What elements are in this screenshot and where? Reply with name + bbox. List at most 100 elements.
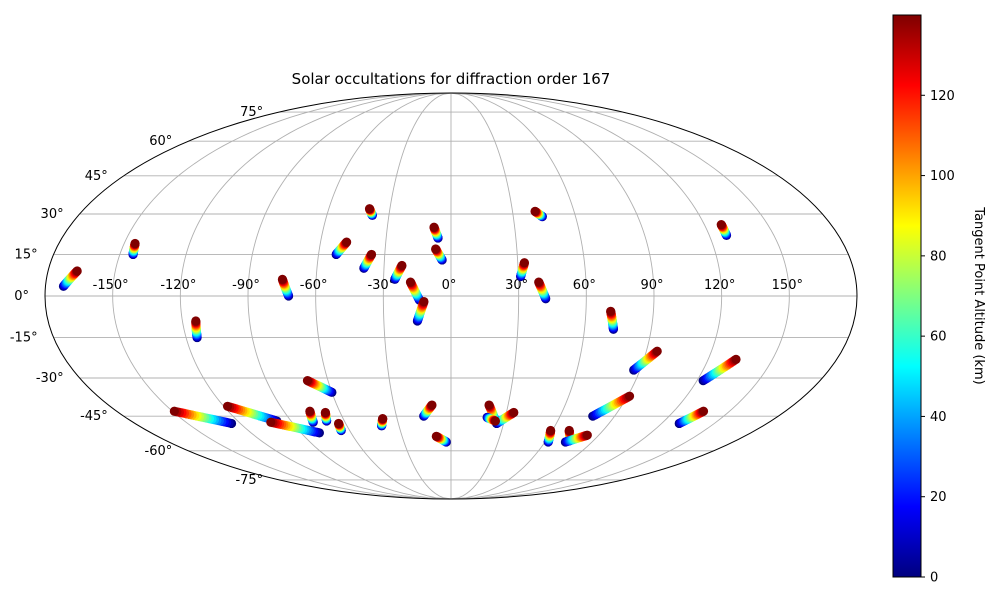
lon-tick-label: -60° — [300, 278, 328, 293]
colorbar-label: Tangent Point Altitude (km) — [971, 206, 986, 384]
occultation-track — [530, 206, 547, 222]
track-point — [72, 266, 82, 276]
track-point — [266, 417, 276, 427]
lat-tick-label: -30° — [36, 371, 64, 386]
occultation-track — [58, 266, 82, 291]
occultation-track — [534, 277, 551, 304]
track-point — [624, 391, 635, 401]
gridline-lon — [247, 93, 452, 499]
colorbar: 0 20 40 60 80 100 120 Tangent Point Altitude (… — [892, 14, 986, 586]
track-point — [169, 406, 179, 416]
lon-tick-label: 60° — [573, 278, 596, 293]
track-point — [652, 346, 662, 356]
lon-tick-label: 30° — [505, 278, 528, 293]
lon-tick-label: -150° — [93, 278, 129, 293]
colorbar-tick-label: 40 — [930, 410, 947, 425]
gridline-lon — [450, 93, 587, 499]
track-point — [222, 401, 233, 411]
occultation-track — [169, 406, 237, 429]
occultation-track — [191, 316, 202, 343]
track-point — [366, 249, 377, 260]
occultation-track — [429, 222, 443, 243]
map-area: -150° -120° -90° -60° -30° 0° 30° 60° 90° 120° 150… — [10, 92, 858, 500]
occultation-track — [588, 391, 635, 421]
occultation-track — [412, 296, 429, 326]
track-point — [698, 406, 709, 416]
occultation-track — [320, 407, 332, 426]
track-point — [405, 277, 416, 287]
colorbar-ticks: 0 20 40 60 80 100 120 — [921, 89, 955, 586]
track-point — [716, 220, 726, 230]
map-tick-labels: -150° -120° -90° -60° -30° 0° 30° 60° 90° 120° 150… — [10, 105, 803, 488]
lon-tick-label: 90° — [640, 278, 663, 293]
colorbar-tick-label: 120 — [930, 89, 955, 104]
occultation-track — [302, 376, 337, 397]
lat-tick-label: -15° — [10, 331, 38, 346]
occultation-track — [331, 237, 352, 260]
occultation-track — [543, 425, 556, 447]
occultation-track — [266, 417, 324, 438]
track-point — [342, 237, 352, 247]
track-point — [582, 430, 592, 440]
track-point — [564, 425, 574, 436]
track-point — [731, 354, 741, 364]
track-point — [431, 431, 441, 441]
occultation-track — [431, 431, 451, 447]
gridline-lon — [450, 93, 723, 499]
lon-tick-label: 0° — [442, 278, 457, 293]
lon-tick-label: -90° — [232, 278, 260, 293]
occultation-track — [516, 258, 530, 282]
lat-tick-label: 60° — [149, 134, 172, 149]
track-point — [305, 406, 315, 416]
map-border — [44, 92, 858, 500]
occultation-track — [334, 418, 346, 436]
gridline-lon — [179, 93, 452, 499]
colorbar-tick-label: 100 — [930, 169, 955, 184]
track-point — [320, 407, 330, 418]
colorbar-gradient — [892, 14, 922, 578]
track-point — [419, 296, 429, 307]
gridline-lon — [315, 93, 452, 499]
colorbar-tick-label: 20 — [930, 490, 947, 505]
occultation-track — [390, 260, 407, 284]
track-point — [130, 238, 140, 249]
gridline-lon — [450, 93, 655, 499]
colorbar-tick-label: 0 — [930, 571, 938, 586]
occultation-tracks — [58, 204, 741, 447]
track-point — [490, 416, 501, 426]
track-point — [519, 258, 530, 268]
track-point — [429, 222, 439, 232]
track-point — [397, 260, 407, 271]
occultation-track — [359, 249, 377, 273]
lon-tick-label: 120° — [704, 278, 735, 293]
lat-tick-label: 15° — [15, 247, 38, 262]
lon-tick-label: 150° — [772, 278, 803, 293]
track-point — [530, 206, 540, 216]
track-point — [302, 376, 313, 386]
occultation-track — [277, 274, 294, 301]
occultation-track — [305, 406, 318, 427]
track-point — [546, 425, 556, 436]
graticule — [45, 93, 857, 499]
chart-title: Solar occultations for diffraction order… — [292, 70, 611, 88]
track-point — [334, 418, 344, 429]
occultation-track — [405, 277, 425, 305]
lat-tick-label: -75° — [235, 473, 263, 488]
occultation-track — [128, 238, 140, 260]
colorbar-tick-label: 60 — [930, 330, 947, 345]
track-point — [364, 204, 375, 214]
occultation-track — [629, 346, 662, 375]
track-point — [191, 316, 201, 326]
occultation-track — [674, 406, 709, 429]
occultation-track — [606, 306, 619, 334]
occultation-track — [364, 204, 377, 220]
track-point — [378, 414, 388, 424]
occultation-track — [419, 400, 437, 421]
occultation-track — [716, 220, 732, 240]
lat-tick-label: -45° — [80, 409, 108, 424]
track-point — [484, 400, 494, 410]
track-point — [431, 244, 441, 254]
lat-tick-label: 75° — [240, 105, 263, 120]
colorbar-tick-label: 80 — [930, 249, 947, 264]
